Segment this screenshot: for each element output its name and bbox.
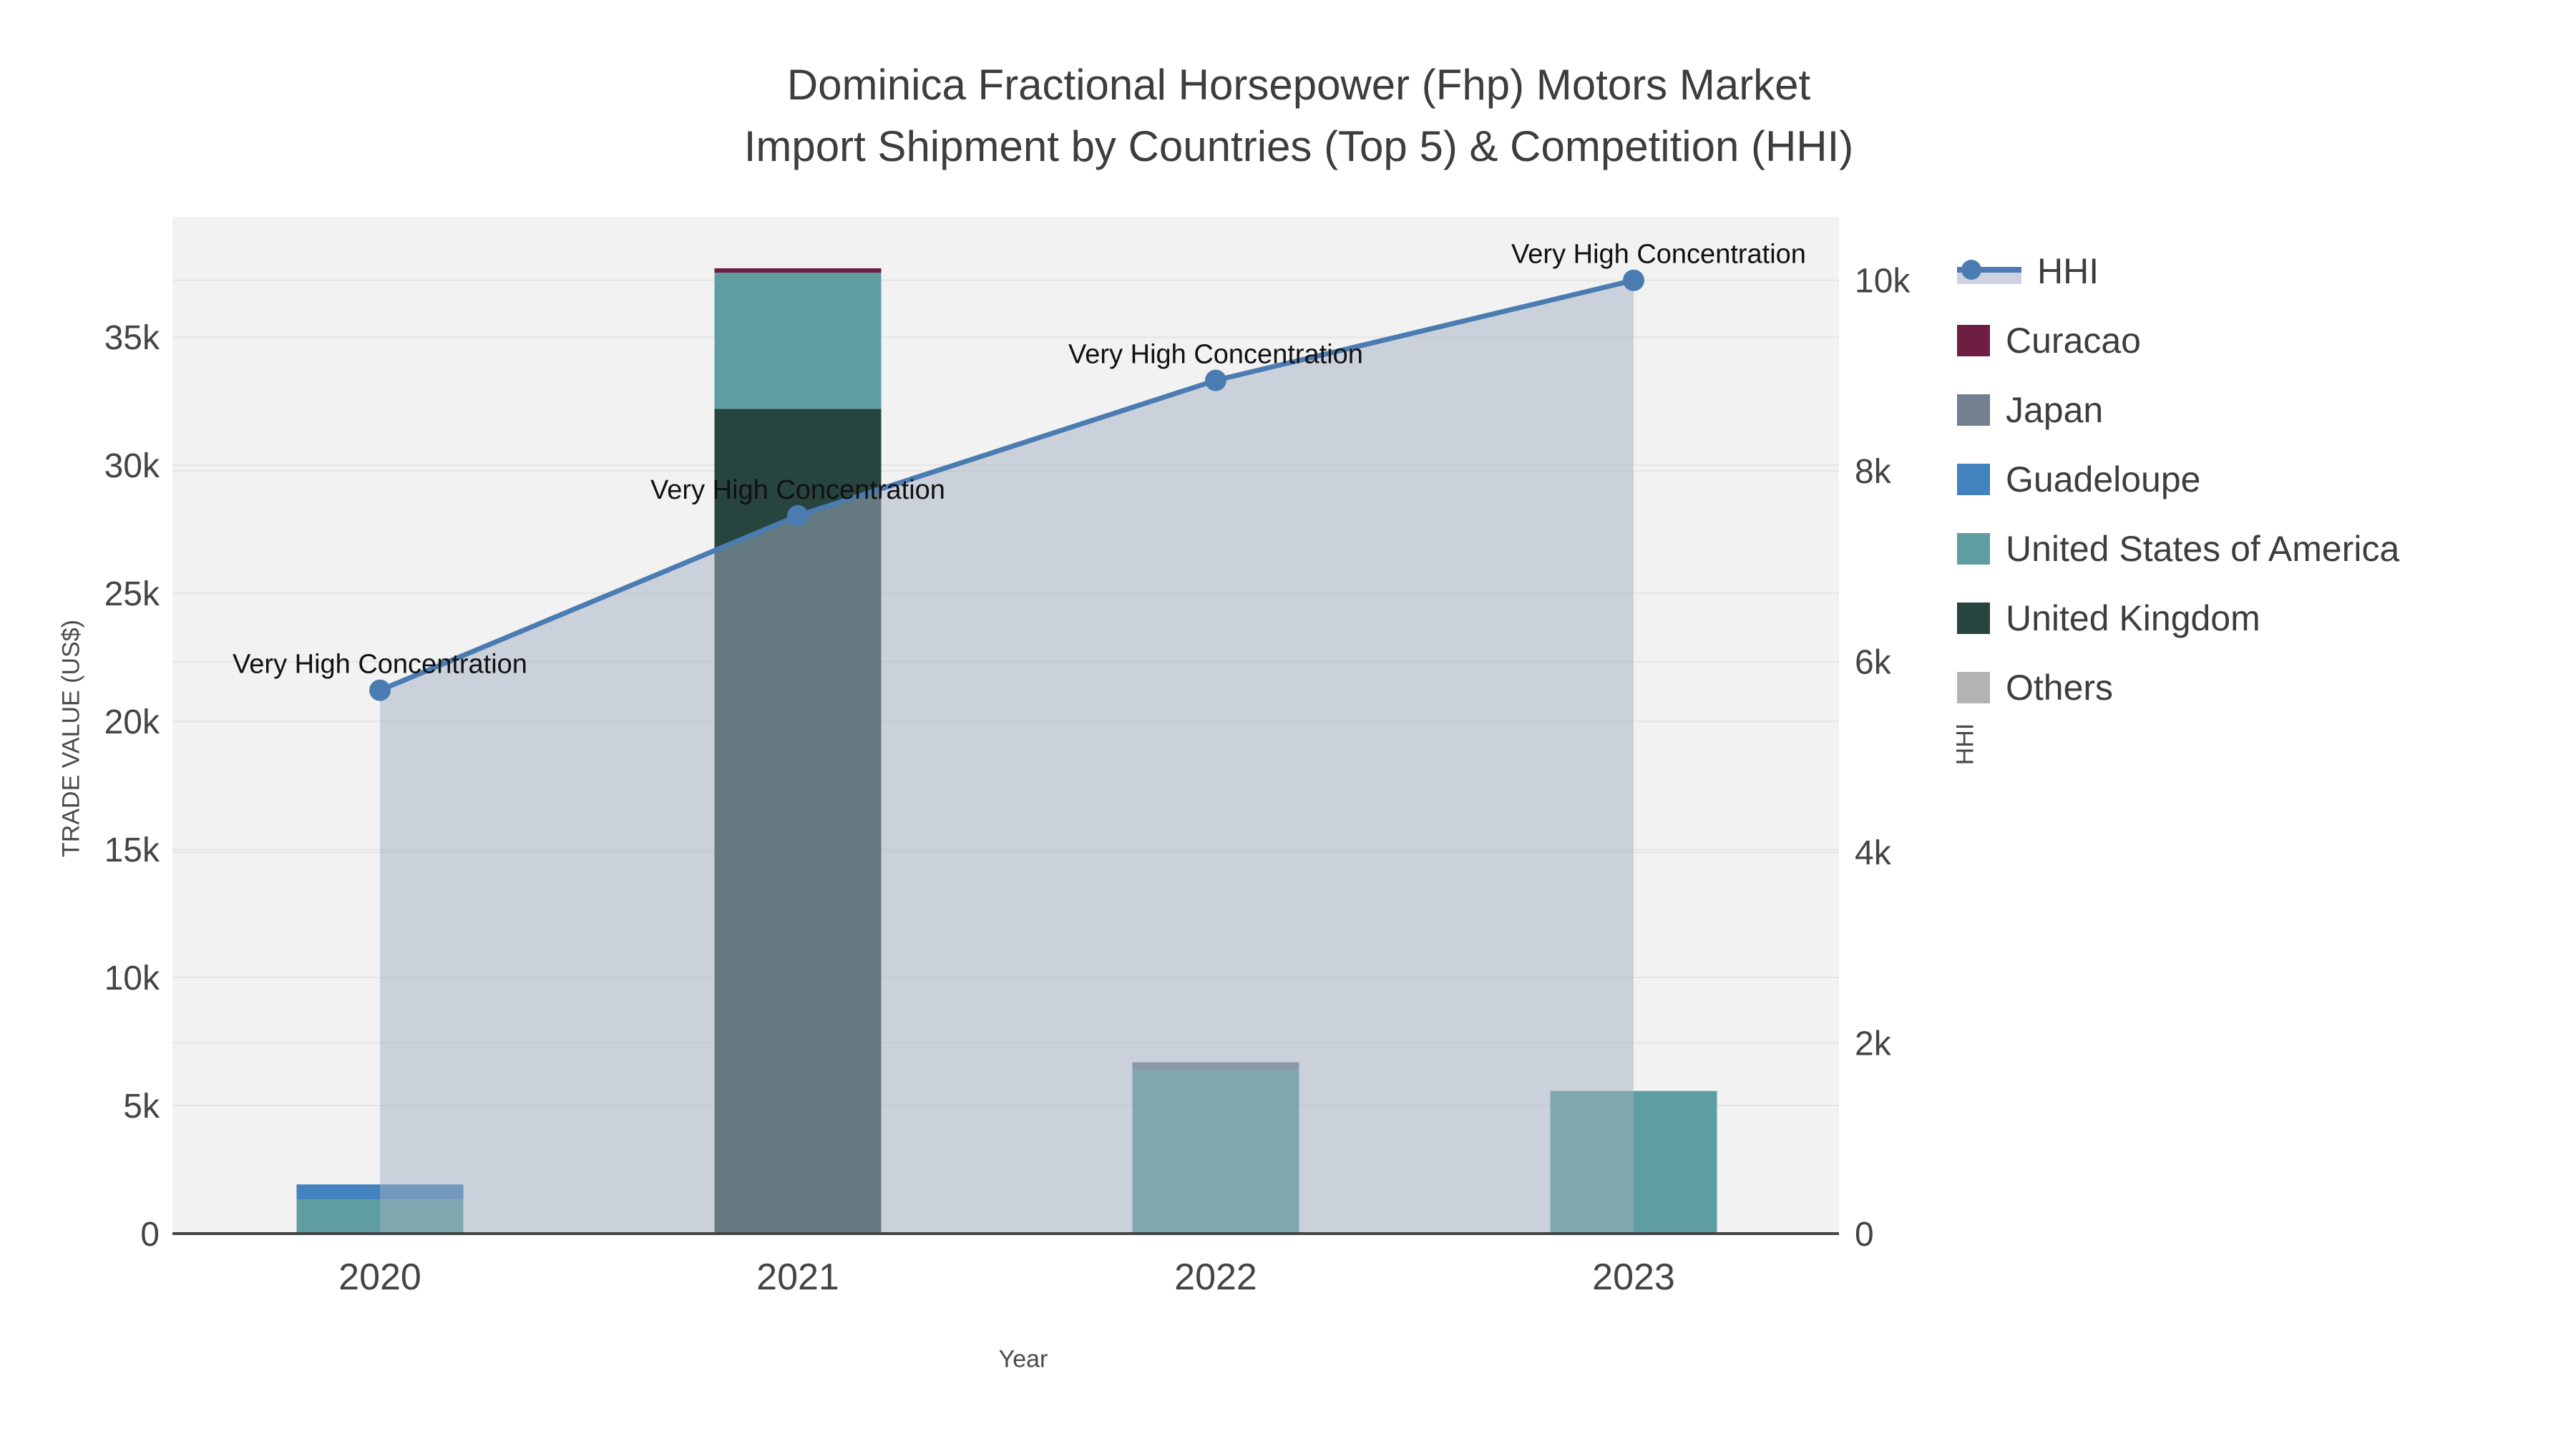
legend-label: United States of America [2006,528,2400,569]
hhi-marker-2023[interactable] [1623,269,1644,291]
annotation-2023: Very High Concentration [1511,240,1806,270]
annotation-2021: Very High Concentration [650,475,945,505]
right-tick-6k: 6k [1855,644,1892,682]
legend-swatch-icon [1957,463,1990,495]
legend-swatch-icon [1957,532,1990,565]
legend-item-hhi[interactable]: HHI [1957,236,2399,306]
legend-item-united-states-of-america[interactable]: United States of America [1957,514,2399,583]
left-tick-30k: 30k [104,447,160,485]
legend-item-curacao[interactable]: Curacao [1957,306,2399,375]
right-tick-4k: 4k [1855,834,1892,872]
annotation-2020: Very High Concentration [233,650,527,680]
left-tick-25k: 25k [104,575,160,613]
legend-swatch-icon [1957,671,1990,703]
legend-label: United Kingdom [2006,597,2260,638]
legend-item-others[interactable]: Others [1957,653,2399,722]
hhi-marker-2020[interactable] [369,679,391,701]
x-axis-title: Year [998,1345,1048,1373]
x-tick-2020: 2020 [338,1257,421,1298]
left-tick-15k: 15k [104,831,160,869]
legend-label: HHI [2037,250,2099,291]
hhi-marker-2021[interactable] [787,504,809,527]
right-tick-2k: 2k [1855,1025,1892,1063]
hhi-line [379,278,1634,693]
right-tick-0: 0 [1855,1216,1874,1254]
hhi-line-marker-icon [1957,255,2021,287]
left-tick-0: 0 [140,1216,160,1254]
legend: HHI Curacao Japan Guadeloupe United States o… [1957,236,2399,722]
right-axis-title: HHI [1951,723,1979,766]
chart-title-line1: Dominica Fractional Horsepower (Fhp) Mot… [786,61,1811,109]
bar-segment-united-states-of-america[interactable] [714,273,882,409]
chart-title: Dominica Fractional Horsepower (Fhp) Mot… [744,54,1854,177]
legend-swatch-icon [1957,394,1990,426]
legend-label: Japan [2006,389,2104,430]
left-tick-5k: 5k [123,1088,160,1126]
hhi-area-fill [380,280,1634,1234]
annotation-2022: Very High Concentration [1068,340,1363,370]
tick-labels: 0 5k 10k 15k 20k 25k 30k 35k 0 2k 4k 6k 8k 10k 2020 202… [104,263,1911,1298]
legend-item-united-kingdom[interactable]: United Kingdom [1957,583,2399,653]
x-tick-2022: 2022 [1174,1257,1257,1298]
left-tick-35k: 35k [104,319,160,357]
left-tick-10k: 10k [104,960,160,997]
chart-title-line2: Import Shipment by Countries (Top 5) & C… [743,122,1854,170]
hhi-marker-2022[interactable] [1205,369,1226,391]
legend-item-japan[interactable]: Japan [1957,375,2399,444]
x-tick-2021: 2021 [756,1257,839,1298]
legend-label: Curacao [2006,320,2141,361]
left-tick-20k: 20k [104,703,160,741]
right-tick-10k: 10k [1855,263,1911,301]
legend-swatch-icon [1957,324,1990,356]
legend-item-guadeloupe[interactable]: Guadeloupe [1957,444,2399,514]
right-tick-8k: 8k [1855,453,1892,491]
legend-label: Guadeloupe [2006,459,2201,499]
legend-label: Others [2006,667,2114,708]
legend-swatch-icon [1957,602,1990,634]
left-axis-title: TRADE VALUE (US$) [57,620,85,857]
bar-segment-curacao[interactable] [714,268,882,273]
x-tick-2023: 2023 [1592,1257,1675,1298]
